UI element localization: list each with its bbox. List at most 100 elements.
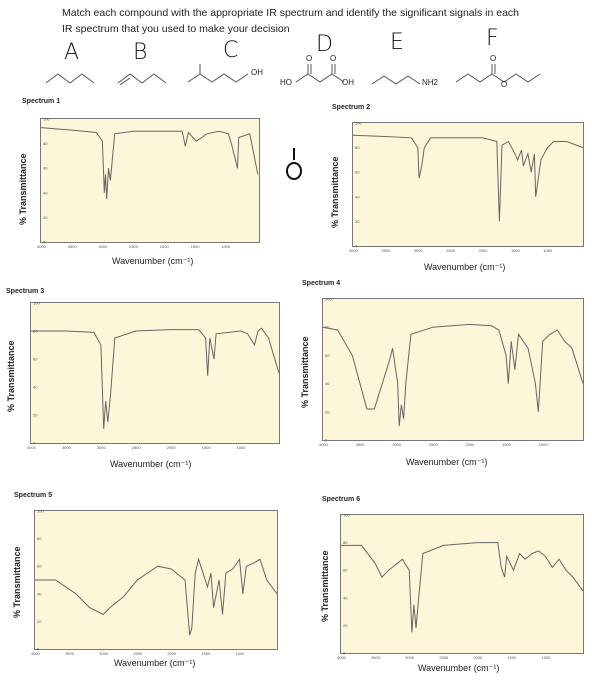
y-tick-label: 20: [37, 619, 42, 624]
spectrum-3-ylabel: % Transmittance: [6, 340, 16, 412]
y-tick-label: 60: [43, 166, 48, 171]
spectrum-1-plot: 0 20 40 60 80 100 4000 3500 3000 2500 2000 1500 1000: [37, 117, 260, 249]
spectrum-4-ylabel: % Transmittance: [300, 336, 310, 408]
atom-label-oh: OH: [251, 68, 263, 77]
compound-letter-c: C: [223, 38, 239, 63]
y-tick-label: 40: [37, 591, 42, 596]
x-tick-label: 2500: [132, 445, 142, 450]
spectrum-line: [40, 127, 259, 200]
handwritten-mark: [284, 146, 304, 182]
compound-letter-e: E: [390, 30, 404, 55]
y-tick-label: 0: [343, 651, 346, 656]
atom-label-oh-2: OH: [342, 78, 354, 87]
y-tick-label: 20: [343, 623, 348, 628]
x-tick-label: 3500: [68, 244, 78, 249]
spectrum-2-plot: 0 20 40 60 80 100 4000 3500 3000 2500 2000 1500 1000: [349, 121, 584, 253]
x-tick-label: 1000: [539, 442, 549, 447]
y-tick-label: 80: [43, 141, 48, 146]
atom-label-carbonyl-o: O: [490, 54, 497, 63]
x-tick-label: 4000: [31, 651, 41, 656]
x-tick-label: 3500: [356, 442, 366, 447]
y-tick-label: 0: [43, 240, 46, 245]
x-tick-label: 3000: [392, 442, 402, 447]
y-tick-label: 0: [325, 438, 328, 443]
structure-b-pentene: [117, 68, 178, 93]
x-tick-label: 3000: [99, 651, 109, 656]
y-tick-label: 0: [355, 244, 358, 249]
spectrum-3-plot: 0 20 40 60 80 100 4000 3500 3000 2500 2000 1500 1000: [27, 301, 280, 450]
spectrum-2-xlabel: Wavenumber (cm⁻¹): [424, 262, 506, 272]
spectrum-line: [341, 542, 584, 633]
question-text: Match each compound with the appropriate…: [62, 5, 562, 37]
y-tick-label: 60: [37, 564, 42, 569]
y-tick-label: 20: [325, 409, 330, 414]
x-tick-label: 2000: [465, 442, 475, 447]
question-line-2: IR spectrum that you used to make your d…: [62, 23, 290, 35]
y-tick-label: 80: [355, 145, 360, 150]
y-tick-label: 40: [343, 595, 348, 600]
compound-letter-f: F: [486, 26, 499, 51]
compound-letter-d: D: [316, 32, 333, 57]
y-tick-label: 40: [325, 381, 330, 386]
x-tick-label: 2500: [439, 655, 449, 660]
spectrum-1-svg: 0 20 40 60 80 100 4000 3500 3000 2500 2000 1500 1000: [37, 117, 259, 249]
x-tick-label: 4000: [337, 655, 347, 660]
x-tick-label: 3000: [405, 655, 415, 660]
y-tick-label: 40: [43, 190, 48, 195]
x-tick-label: 3500: [371, 655, 381, 660]
x-tick-label: 2500: [133, 651, 143, 656]
y-tick-label: 20: [43, 215, 48, 220]
spectrum-4-svg: 0 20 40 60 80 100 4000 3500 3000 2500 2000 1500 1000: [319, 297, 584, 447]
spectrum-2-ylabel: % Transmittance: [330, 156, 340, 228]
atom-label-ho: HO: [280, 78, 292, 87]
x-tick-label: 2000: [473, 655, 483, 660]
spectrum-5-title: Spectrum 5: [14, 492, 53, 499]
spectrum-1-xlabel: Wavenumber (cm⁻¹): [112, 256, 194, 266]
structure-a-pentane: [45, 68, 106, 93]
spectrum-line: [35, 557, 278, 636]
x-tick-label: 3000: [97, 445, 107, 450]
x-tick-label: 4000: [349, 248, 359, 253]
spectrum-6-ylabel: % Transmittance: [320, 550, 330, 622]
compound-letter-a: A: [64, 40, 80, 65]
x-tick-label: 1500: [191, 244, 201, 249]
y-tick-label: 20: [355, 219, 360, 224]
x-tick-label: 4000: [37, 244, 47, 249]
x-tick-label: 2500: [129, 244, 139, 249]
x-tick-label: 3000: [98, 244, 108, 249]
structure-e-amine: NH2: [371, 66, 442, 95]
x-tick-label: 2000: [167, 445, 177, 450]
x-tick-label: 3000: [414, 248, 424, 253]
x-tick-label: 1000: [542, 655, 552, 660]
x-tick-label: 2500: [429, 442, 439, 447]
x-tick-label: 1000: [543, 248, 553, 253]
x-tick-label: 3500: [62, 445, 72, 450]
structure-d-malonic-acid: HO OH O O: [280, 54, 354, 95]
spectrum-5-svg: 0 20 40 60 80 100 4000 3500 3000 2500 2000 1500 1000: [31, 509, 278, 656]
y-tick-label: 60: [33, 357, 38, 362]
x-tick-label: 4000: [319, 442, 329, 447]
y-tick-label: 80: [325, 325, 330, 330]
y-tick-label: 60: [355, 170, 360, 175]
x-tick-label: 1000: [237, 445, 247, 450]
spectrum-2-title: Spectrum 2: [332, 104, 371, 111]
x-tick-label: 1000: [221, 244, 231, 249]
y-tick-label: 80: [37, 536, 42, 541]
x-tick-label: 2500: [446, 248, 456, 253]
x-tick-label: 1500: [511, 248, 521, 253]
spectrum-line: [322, 323, 584, 426]
spectrum-1-ylabel: % Transmittance: [18, 153, 28, 225]
y-tick-label: 40: [33, 385, 38, 390]
y-tick-label: 80: [343, 540, 348, 545]
compound-letter-b: B: [133, 40, 148, 65]
y-tick-label: 100: [343, 513, 350, 518]
spectrum-2-svg: 0 20 40 60 80 100 4000 3500 3000 2500 2000 1500 1000: [349, 121, 584, 253]
spectrum-6-xlabel: Wavenumber (cm⁻¹): [418, 663, 500, 673]
x-tick-label: 2000: [167, 651, 177, 656]
y-tick-label: 20: [33, 413, 38, 418]
spectrum-line: [352, 134, 584, 222]
x-tick-label: 1000: [236, 651, 246, 656]
spectrum-5-ylabel: % Transmittance: [12, 546, 22, 618]
y-tick-label: 40: [355, 194, 360, 199]
